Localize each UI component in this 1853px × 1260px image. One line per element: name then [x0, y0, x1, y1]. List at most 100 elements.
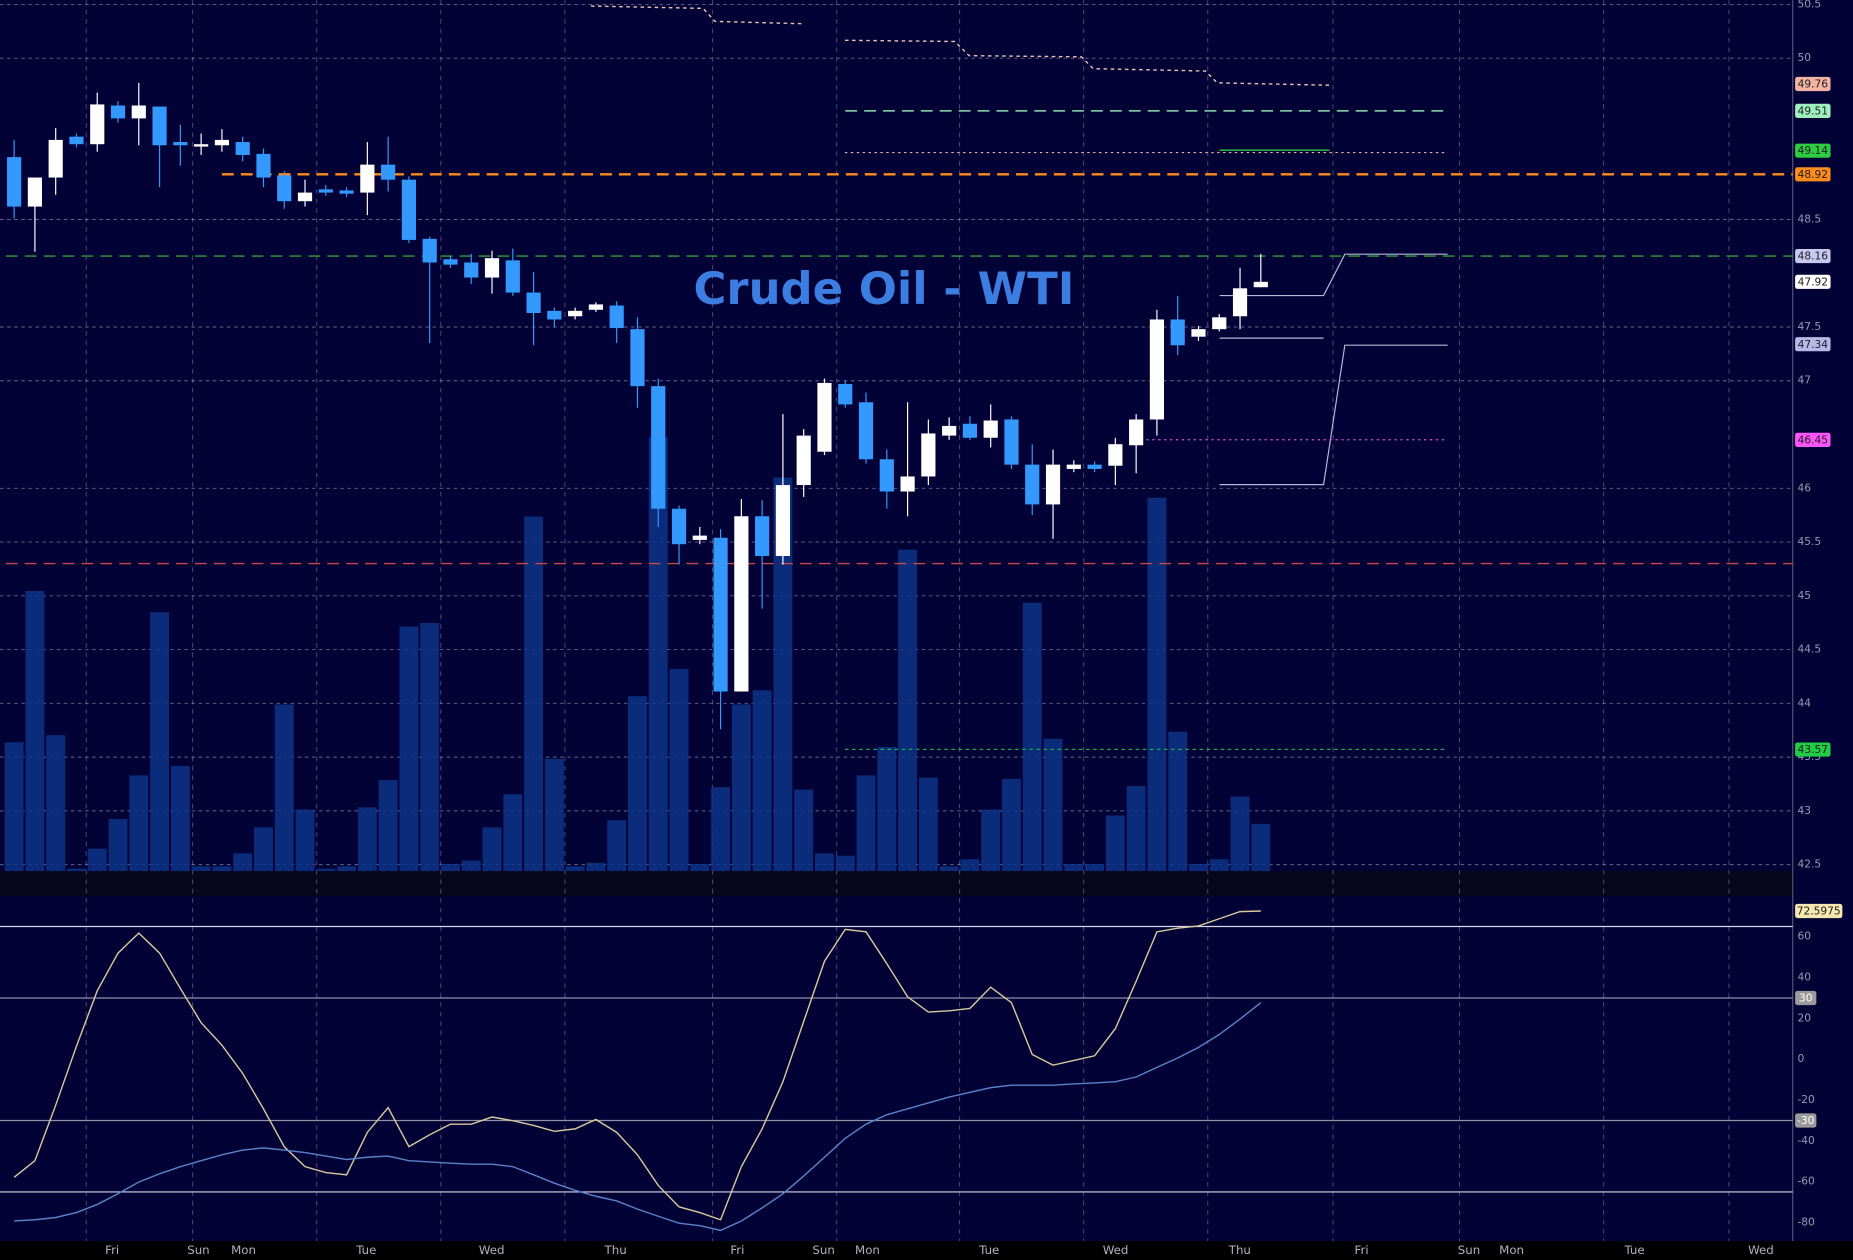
volume-bar — [1002, 778, 1021, 872]
volume-bar — [815, 853, 834, 872]
y-tick-label: 45.5 — [1797, 535, 1821, 548]
y-tick-label: 43 — [1797, 804, 1811, 817]
level-label-box — [1795, 167, 1831, 182]
candle-body — [1025, 464, 1040, 505]
candle-body — [671, 508, 687, 545]
volume-bar — [565, 866, 585, 872]
candle-body — [775, 485, 791, 557]
y-tick-label: 48.5 — [1797, 212, 1821, 225]
volume-bar — [586, 862, 606, 872]
candle-body — [27, 177, 42, 207]
volume-bar — [233, 853, 253, 872]
candle-body — [900, 476, 915, 492]
level-label-box — [1795, 76, 1831, 92]
x-tick-label: Thu — [1228, 1243, 1251, 1257]
candle-body — [734, 516, 749, 692]
candle-body — [1108, 444, 1123, 466]
candle-body — [318, 189, 333, 193]
y-tick-label: -40 — [1797, 1134, 1815, 1147]
candle-body — [277, 175, 292, 202]
candle-body — [1253, 281, 1268, 288]
volume-bar — [794, 789, 814, 872]
volume-bar — [482, 827, 502, 872]
candle-body — [962, 423, 978, 438]
oscillator — [0, 910, 1793, 1232]
candle-body — [942, 425, 957, 436]
volume-bar — [129, 775, 149, 872]
volume-bar — [607, 820, 627, 872]
level-lines — [5, 5, 1793, 750]
volume-bar — [524, 516, 544, 872]
volume-bar — [212, 866, 232, 872]
candle-body — [505, 260, 520, 293]
candle-body — [381, 164, 396, 180]
level-label: 49.14 — [1798, 144, 1829, 157]
level-label: 49.51 — [1798, 104, 1828, 117]
volume-bar — [544, 758, 564, 872]
x-axis-band — [0, 1240, 1853, 1260]
x-tick-label: Sun — [1458, 1243, 1480, 1257]
x-tick-label: Wed — [479, 1243, 505, 1257]
volume-bar — [191, 866, 211, 872]
volume-bar — [648, 437, 668, 872]
candle-body — [1232, 288, 1248, 317]
y-tick-label: 42.5 — [1797, 858, 1821, 871]
y-tick-label: 45 — [1797, 589, 1811, 602]
x-tick-label: Sun — [187, 1243, 209, 1257]
y-tick-label: -20 — [1797, 1093, 1815, 1106]
x-tick-label: Fri — [105, 1243, 119, 1257]
chart-title: Crude Oil - WTI — [693, 262, 1074, 315]
y-tick-label: 44.5 — [1797, 643, 1821, 656]
y-tick-label: 60 — [1797, 930, 1811, 943]
candle-body — [526, 292, 541, 314]
candle-body — [1045, 464, 1061, 505]
volume-bar — [399, 626, 419, 872]
grid — [0, 0, 1793, 1241]
volume-bar — [87, 848, 107, 872]
candle-body — [1066, 464, 1081, 469]
volume-bar — [1209, 859, 1229, 872]
level-label-box — [1795, 103, 1831, 118]
volume-bar — [731, 704, 751, 872]
candle-body — [131, 105, 146, 119]
x-tick-label: Mon — [855, 1243, 880, 1257]
candle-body — [90, 104, 105, 145]
y-tick-label: 47.5 — [1797, 320, 1821, 333]
candle-body — [713, 537, 728, 692]
volume-bar — [1168, 731, 1188, 872]
candle-body — [1004, 419, 1019, 465]
candle-body — [1212, 317, 1227, 330]
volume-bar — [337, 866, 357, 872]
candle-body — [484, 258, 500, 278]
level-label-box — [1795, 1113, 1817, 1128]
candle-body — [1149, 319, 1165, 420]
volume-bar — [628, 696, 647, 872]
candle-body — [609, 305, 624, 329]
candle-body — [983, 420, 998, 438]
candle-body — [921, 433, 936, 477]
level-label: 47.92 — [1798, 275, 1828, 288]
candle-body — [194, 144, 209, 147]
candle-body — [755, 516, 770, 557]
level-label: 43.57 — [1798, 743, 1828, 756]
volume-bar — [46, 735, 66, 872]
candle-body — [817, 382, 832, 452]
candle-body — [235, 142, 250, 155]
axes: 50.55048.547.5474645.54544.54443.54342.5… — [105, 0, 1843, 1257]
last-value-box — [1795, 903, 1843, 919]
y-tick-label: 50.5 — [1797, 0, 1821, 10]
candle-body — [464, 262, 479, 278]
level-label: 48.92 — [1798, 168, 1828, 181]
volume-bar — [67, 868, 86, 872]
volume-bar — [357, 807, 377, 872]
volume-bar — [669, 668, 689, 872]
candle-body — [152, 106, 167, 146]
volume-bar — [25, 591, 45, 872]
x-tick-label: Thu — [604, 1243, 627, 1257]
candle-body — [568, 310, 583, 317]
candle-body — [547, 310, 562, 320]
candle-body — [69, 136, 84, 145]
volume-bar — [1189, 863, 1208, 872]
